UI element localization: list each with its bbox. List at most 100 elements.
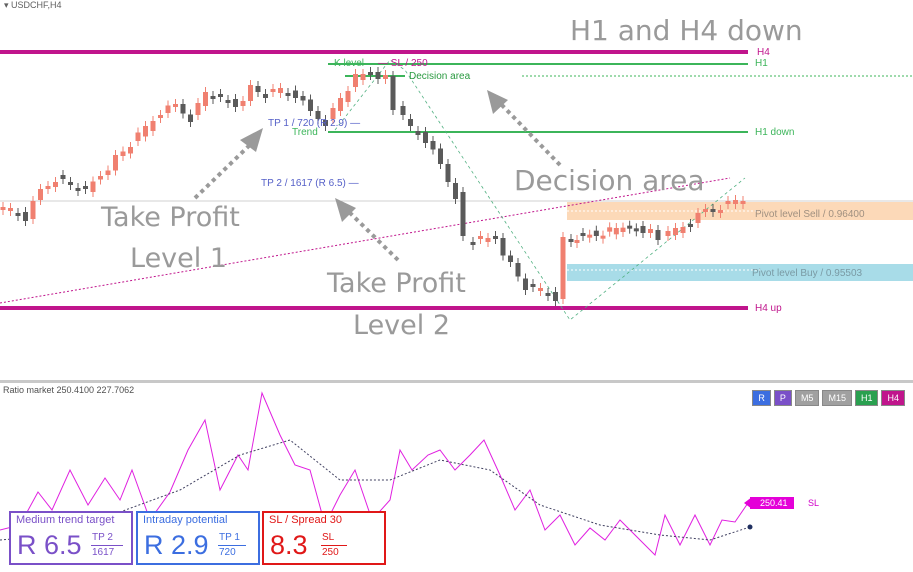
arrows [193, 90, 562, 262]
candle [360, 74, 366, 80]
overlay-tp1-line2: Level 1 [130, 243, 228, 274]
candle [574, 240, 580, 243]
candle [655, 230, 661, 240]
timeframe-button-m15[interactable]: M15 [822, 390, 852, 406]
candle [390, 76, 396, 110]
medium-trend-box: Medium trend target R 6.5 TP 2 1617 [9, 511, 133, 565]
candle [150, 121, 156, 131]
candle [593, 230, 599, 236]
candle [587, 234, 593, 238]
candle [338, 98, 343, 111]
overlay-title: H1 and H4 down [570, 14, 803, 47]
timeframe-button-r[interactable]: R [752, 390, 771, 406]
candle [188, 114, 193, 122]
indicator-label: Ratio market 250.4100 227.7062 [3, 385, 135, 395]
candle [300, 96, 306, 101]
arrow-head-icon [487, 90, 508, 114]
candle [620, 227, 626, 232]
candle [718, 210, 723, 213]
candle [665, 231, 671, 236]
candle [90, 181, 96, 192]
candle [203, 92, 208, 106]
medium-trend-title: Medium trend target [16, 514, 115, 526]
timeframe-buttons: R P M5 M15 H1 H4 [752, 390, 905, 406]
candle [120, 151, 126, 156]
label-pivot-buy: Pivot level Buy / 0.95503 [752, 268, 863, 279]
label-h1-down: H1 down [755, 127, 795, 138]
intraday-box: Intraday potential R 2.9 TP 1 720 [136, 511, 260, 565]
label-h4: H4 [757, 47, 770, 58]
candle [270, 89, 276, 92]
candle [285, 93, 291, 96]
label-h1: H1 [755, 58, 768, 69]
candle [240, 101, 246, 106]
candle [648, 229, 653, 233]
chart-symbol: ▾ USDCHF,H4 [4, 0, 62, 10]
candle [278, 88, 283, 93]
candle [60, 175, 66, 179]
candle [83, 186, 88, 189]
candle [345, 91, 351, 102]
intraday-tp: TP 1 [219, 532, 240, 543]
candle [613, 228, 619, 235]
candle [383, 75, 388, 79]
candle [640, 226, 646, 233]
candle [680, 227, 686, 233]
overlay-decision-area: Decision area [514, 164, 705, 197]
candle [500, 238, 506, 256]
candle [560, 237, 566, 299]
candle [233, 99, 238, 107]
candle [710, 209, 716, 212]
label-k-level: K level [334, 58, 365, 69]
medium-trend-value: R 6.5 [17, 530, 82, 560]
medium-trend-num: 1617 [92, 547, 115, 558]
candle [438, 148, 443, 164]
candle [460, 192, 466, 236]
dropdown-triangle-icon[interactable]: ▾ [4, 0, 9, 10]
candle [68, 182, 73, 185]
candle [248, 85, 253, 101]
candle [703, 209, 708, 212]
candle [688, 224, 693, 227]
candle [627, 225, 633, 229]
candle [445, 164, 451, 182]
candle [173, 104, 178, 107]
pane-divider[interactable] [0, 380, 913, 383]
label-tp1: TP 1 / 720 (R 2.9) — [268, 118, 361, 129]
indicator-value-suffix: SL [808, 498, 820, 508]
candle [375, 72, 381, 79]
candle [128, 147, 133, 154]
label-trend: Trend [292, 127, 318, 138]
candle [508, 255, 513, 262]
candle [165, 105, 171, 113]
timeframe-button-h4[interactable]: H4 [881, 390, 905, 406]
candle [113, 155, 118, 171]
label-tp2: TP 2 / 1617 (R 6.5) — [261, 178, 359, 189]
price-chart[interactable] [0, 0, 913, 380]
oscillator-line [0, 391, 751, 556]
label-pivot-sell: Pivot level Sell / 0.96400 [755, 209, 865, 220]
timeframe-button-h1[interactable]: H1 [854, 390, 879, 406]
candle [195, 103, 201, 115]
overlay-tp1-line1: Take Profit [101, 202, 240, 233]
candle [515, 263, 521, 277]
intraday-value: R 2.9 [144, 530, 209, 560]
candle [180, 104, 186, 114]
candle [53, 182, 58, 187]
candle [545, 293, 551, 296]
candle [38, 189, 43, 200]
candle [400, 106, 406, 115]
timeframe-button-m5[interactable]: M5 [794, 390, 820, 406]
candle [8, 208, 13, 211]
sl-spread-box: SL / Spread 30 8.3 SL 250 [262, 511, 386, 565]
timeframe-button-p[interactable]: P [773, 390, 792, 406]
overlay-tp2-line2: Level 2 [353, 310, 451, 341]
arrow-head-icon [335, 198, 356, 222]
candle [135, 132, 141, 141]
candle [0, 207, 6, 210]
sl-spread-value: 8.3 [270, 530, 308, 560]
candle [368, 72, 373, 75]
indicator-chart[interactable] [0, 383, 913, 572]
candle [143, 126, 148, 137]
candle [453, 183, 458, 199]
